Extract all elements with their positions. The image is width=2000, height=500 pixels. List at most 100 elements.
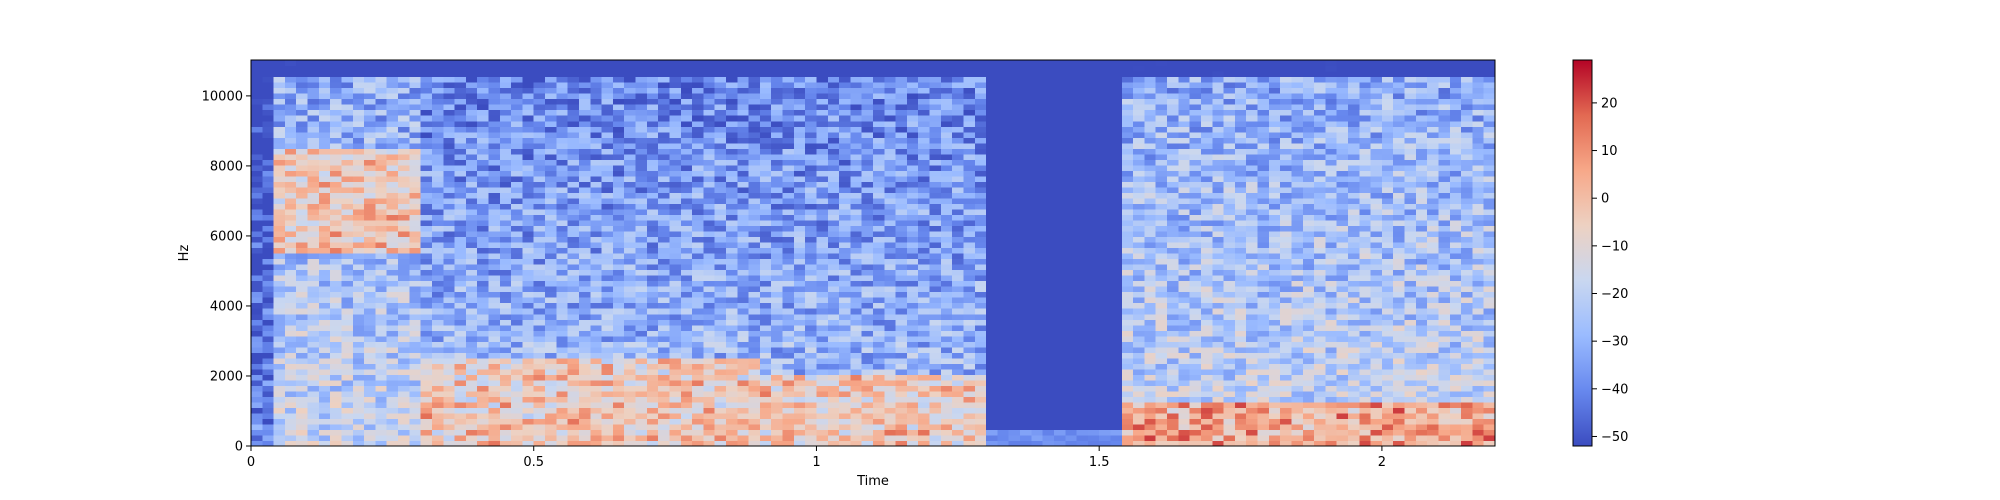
spectrogram-cell bbox=[386, 214, 399, 221]
spectrogram-cell bbox=[974, 219, 987, 227]
spectrogram-cell bbox=[692, 208, 704, 215]
spectrogram-cell bbox=[1008, 170, 1021, 177]
spectrogram-cell bbox=[533, 142, 546, 149]
spectrogram-cell bbox=[511, 390, 524, 397]
spectrogram-cell bbox=[420, 258, 433, 265]
spectrogram-cell bbox=[251, 175, 263, 182]
spectrogram-cell bbox=[273, 120, 286, 127]
spectrogram-cell bbox=[511, 357, 524, 364]
spectrogram-cell bbox=[612, 324, 625, 331]
spectrogram-cell bbox=[669, 264, 682, 271]
spectrogram-cell bbox=[974, 98, 987, 105]
spectrogram-cell bbox=[669, 93, 682, 100]
spectrogram-cell bbox=[273, 203, 286, 210]
spectrogram-cell bbox=[488, 76, 501, 83]
spectrogram-cell bbox=[318, 280, 331, 287]
spectrogram-cell bbox=[364, 346, 376, 353]
spectrogram-cell bbox=[669, 131, 682, 138]
spectrogram-cell bbox=[906, 341, 919, 348]
spectrogram-cell bbox=[997, 65, 1010, 72]
spectrogram-cell bbox=[714, 434, 727, 442]
spectrogram-cell bbox=[997, 385, 1010, 392]
spectrogram-cell bbox=[262, 275, 275, 282]
spectrogram-cell bbox=[556, 208, 569, 215]
spectrogram-cell bbox=[364, 324, 376, 331]
spectrogram-cell bbox=[895, 330, 908, 337]
spectrogram-cell bbox=[465, 258, 478, 265]
spectrogram-cell bbox=[341, 203, 354, 210]
spectrogram-cell bbox=[409, 120, 422, 127]
spectrogram-cell bbox=[318, 87, 331, 94]
spectrogram-cell bbox=[669, 302, 682, 309]
spectrogram-cell bbox=[262, 335, 275, 342]
spectrogram-cell bbox=[714, 126, 727, 133]
spectrogram-cell bbox=[284, 120, 297, 127]
spectrogram-cell bbox=[454, 82, 467, 89]
spectrogram-cell bbox=[499, 164, 512, 171]
spectrogram-cell bbox=[974, 153, 987, 160]
spectrogram-cell bbox=[590, 418, 603, 425]
spectrogram-cell bbox=[465, 313, 478, 320]
spectrogram-cell bbox=[601, 423, 614, 431]
spectrogram-cell bbox=[443, 126, 456, 133]
spectrogram-cell bbox=[714, 71, 727, 78]
spectrogram-cell bbox=[635, 71, 648, 78]
spectrogram-cell bbox=[499, 374, 512, 381]
spectrogram-cell bbox=[1031, 109, 1044, 116]
spectrogram-cell bbox=[375, 197, 388, 204]
spectrogram-cell bbox=[737, 346, 750, 353]
spectrogram-cell bbox=[1042, 264, 1055, 271]
spectrogram-cell bbox=[262, 423, 275, 431]
spectrogram-cell bbox=[692, 357, 704, 364]
spectrogram-cell bbox=[805, 192, 818, 199]
spectrogram-cell bbox=[793, 396, 806, 403]
spectrogram-cell bbox=[748, 131, 761, 138]
spectrogram-cell bbox=[420, 379, 433, 386]
spectrogram-cell bbox=[409, 390, 422, 397]
spectrogram-cell bbox=[793, 181, 806, 188]
spectrogram-cell bbox=[398, 313, 410, 320]
spectrogram-cell bbox=[895, 374, 908, 381]
spectrogram-cell bbox=[443, 368, 456, 375]
spectrogram-cell bbox=[1031, 308, 1044, 315]
spectrogram-cell bbox=[714, 418, 727, 425]
spectrogram-cell bbox=[601, 230, 614, 238]
spectrogram-cell bbox=[364, 170, 376, 177]
spectrogram-cell bbox=[997, 275, 1010, 282]
spectrogram-cell bbox=[443, 429, 456, 436]
spectrogram-cell bbox=[307, 109, 320, 116]
spectrogram-cell bbox=[624, 275, 637, 282]
spectrogram-cell bbox=[861, 181, 874, 188]
spectrogram-cell bbox=[895, 247, 908, 254]
spectrogram-cell bbox=[273, 104, 286, 111]
spectrogram-cell bbox=[929, 219, 942, 227]
spectrogram-cell bbox=[375, 341, 388, 348]
spectrogram-cell bbox=[895, 280, 908, 287]
spectrogram-cell bbox=[386, 429, 399, 436]
spectrogram-cell bbox=[748, 175, 761, 182]
spectrogram-cell bbox=[748, 357, 761, 364]
spectrogram-cell bbox=[714, 401, 727, 408]
spectrogram-cell bbox=[906, 225, 919, 232]
spectrogram-cell bbox=[251, 164, 263, 171]
spectrogram-cell bbox=[511, 412, 524, 420]
spectrogram-cell bbox=[431, 341, 444, 348]
spectrogram-cell bbox=[827, 131, 840, 138]
spectrogram-cell bbox=[522, 203, 535, 210]
spectrogram-cell bbox=[873, 82, 885, 89]
spectrogram-cell bbox=[601, 175, 614, 182]
spectrogram-cell bbox=[386, 253, 399, 260]
spectrogram-cell bbox=[748, 335, 761, 342]
spectrogram-cell bbox=[680, 390, 693, 397]
spectrogram-cell bbox=[522, 385, 535, 392]
spectrogram-cell bbox=[692, 379, 704, 386]
spectrogram-cell bbox=[635, 98, 648, 105]
spectrogram-cell bbox=[511, 379, 524, 386]
spectrogram-cell bbox=[499, 319, 512, 326]
spectrogram-cell bbox=[703, 208, 716, 215]
spectrogram-cell bbox=[771, 104, 784, 111]
spectrogram-cell bbox=[375, 434, 388, 442]
spectrogram-cell bbox=[692, 319, 704, 326]
spectrogram-cell bbox=[658, 236, 671, 243]
spectrogram-cell bbox=[352, 60, 365, 67]
